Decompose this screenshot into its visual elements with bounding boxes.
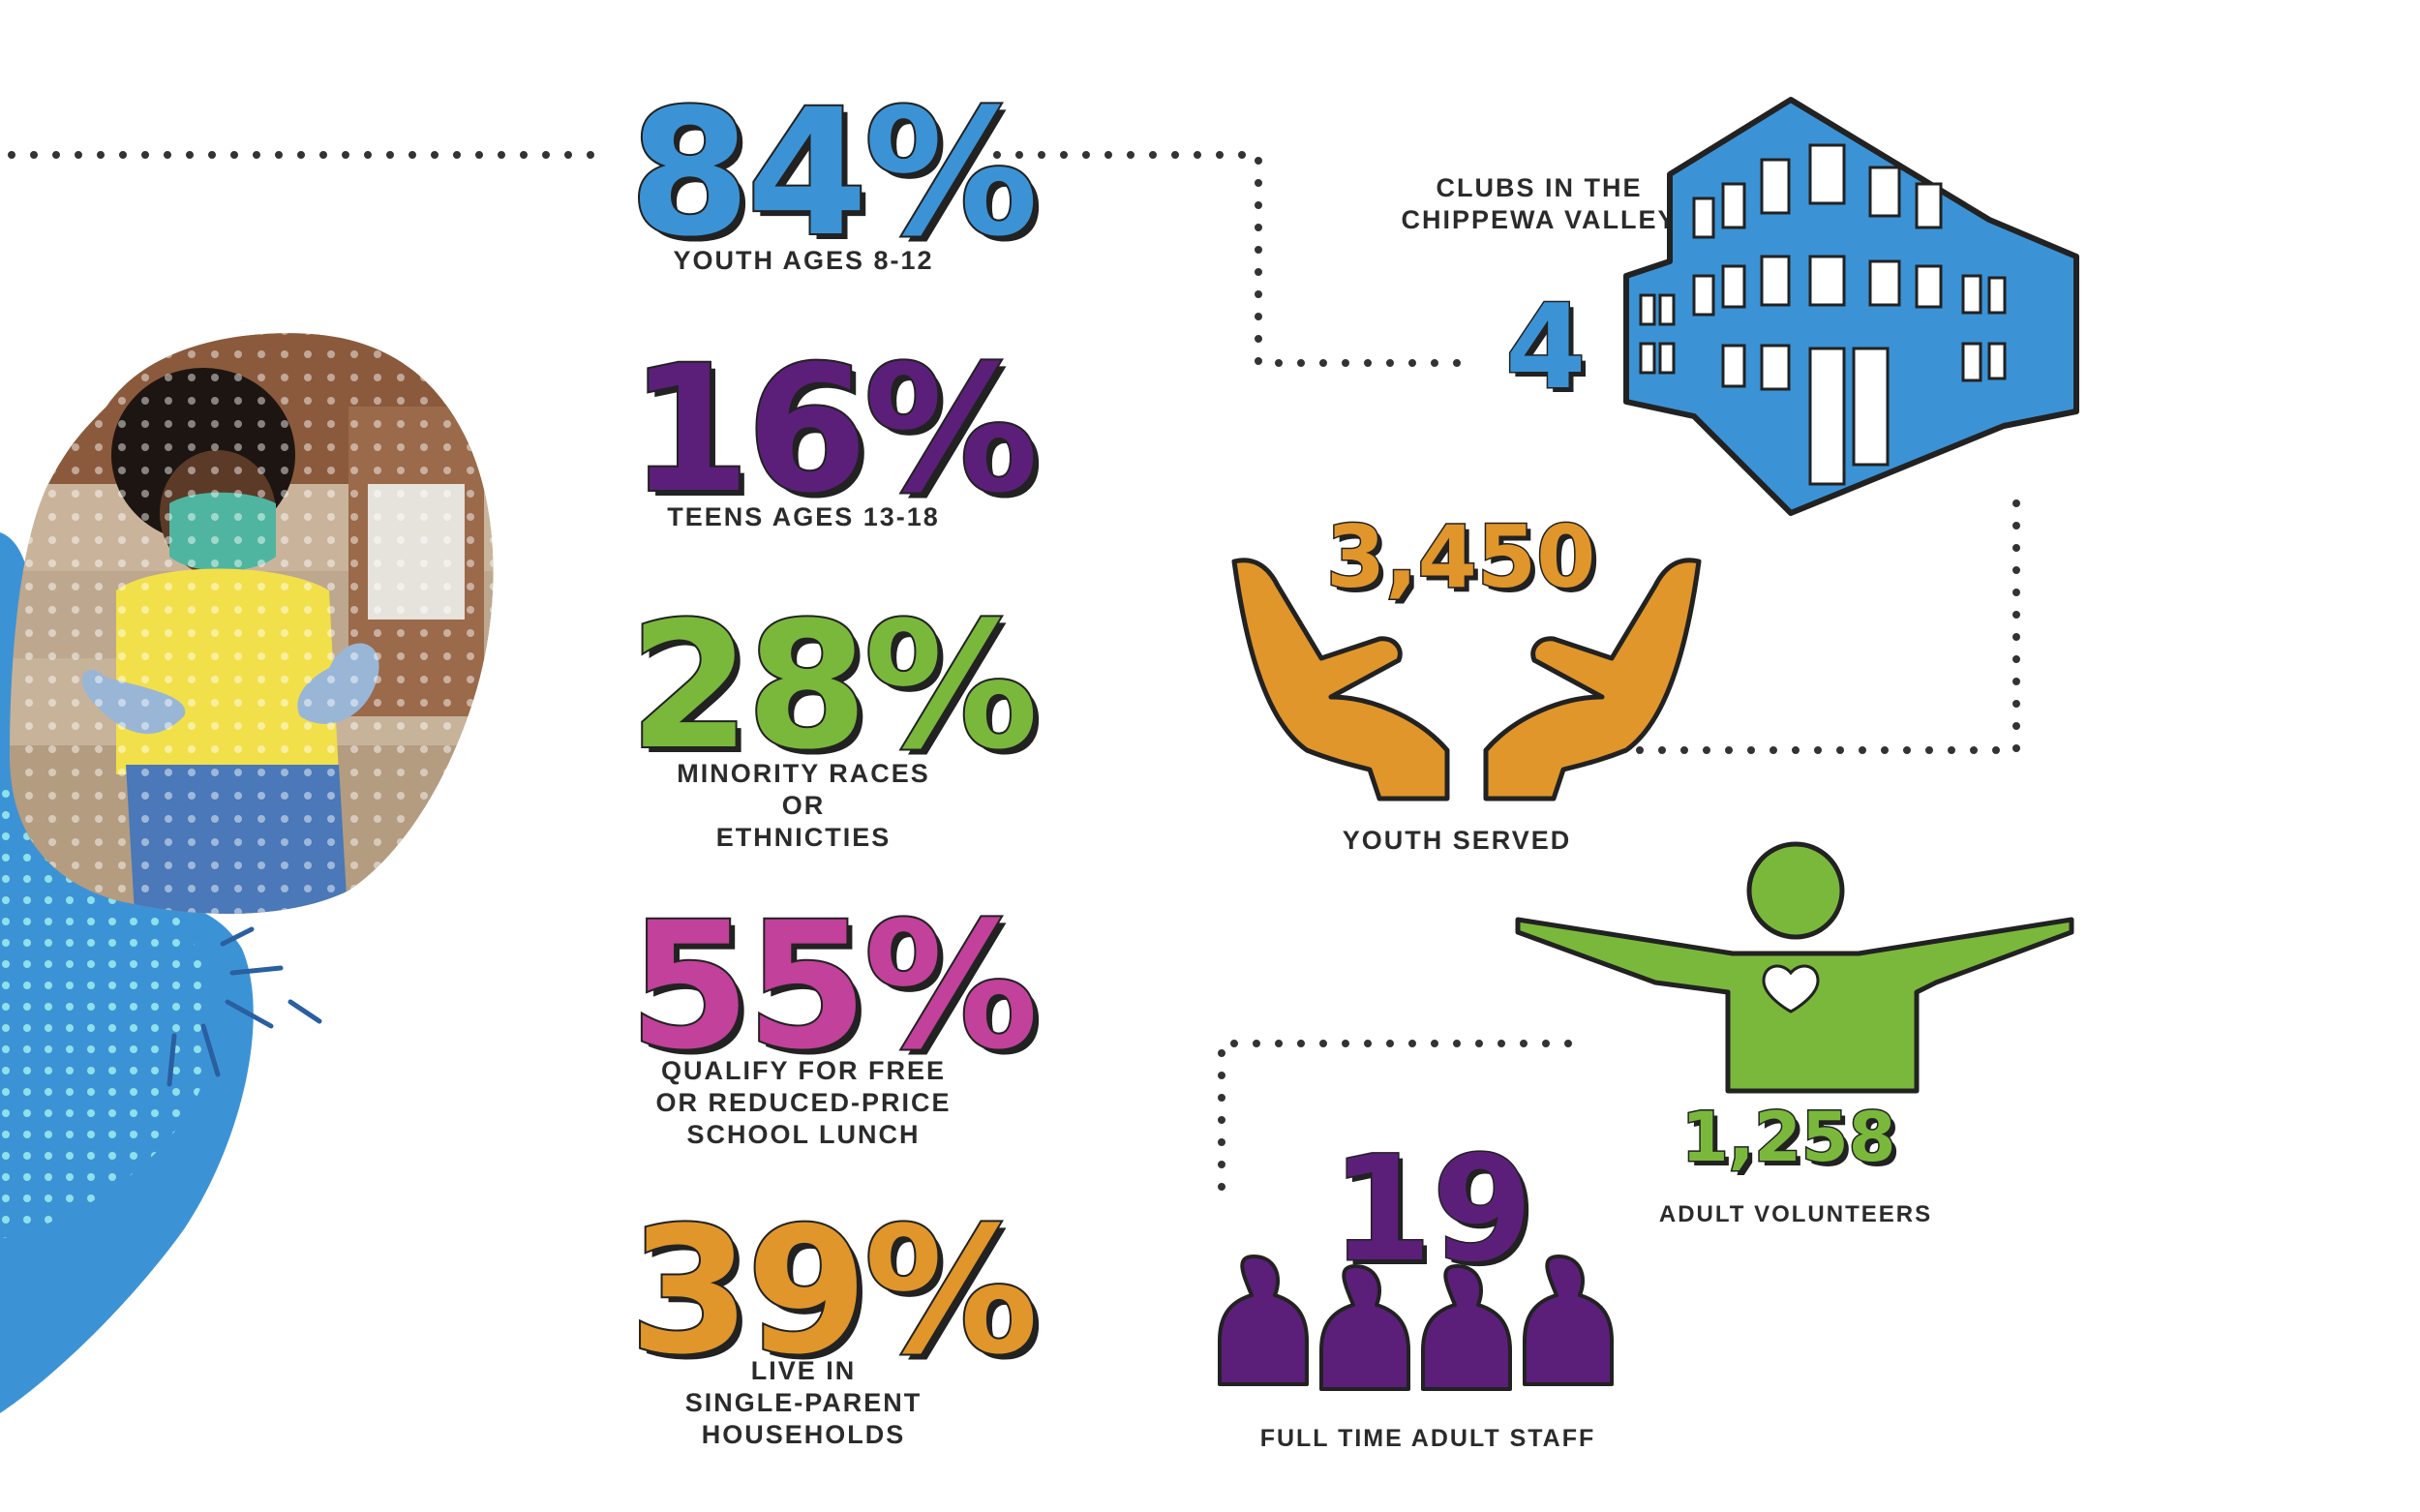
building-icon: [1623, 97, 2079, 516]
staff-value: 19: [1330, 1126, 1535, 1294]
hands-icon: [1231, 558, 1702, 801]
stat-value: 28%: [627, 586, 1041, 788]
stat-label: YOUTH AGES 8-12: [673, 246, 934, 275]
stat-value: 55%: [627, 886, 1041, 1088]
stat-label: MINORITY RACES OR ETHNICTIES: [677, 759, 930, 852]
stat-label: QUALIFY FOR FREE OR REDUCED-PRICE SCHOOL…: [655, 1056, 952, 1149]
person-heart-icon: [1515, 841, 2074, 1094]
staff-label: FULL TIME ADULT STAFF: [1259, 1425, 1596, 1452]
volunteers-label: ADULT VOLUNTEERS: [1658, 1201, 1933, 1227]
clubs-value: 4: [1504, 281, 1588, 415]
stat-value: 84%: [627, 73, 1041, 275]
youth-served-value: 3,450: [1324, 507, 1596, 607]
stat-value: 39%: [627, 1191, 1041, 1393]
stat-label: LIVE IN SINGLE-PARENT HOUSEHOLDS: [684, 1356, 923, 1449]
clubs-label: CLUBS IN THE CHIPPEWA VALLEY: [1401, 173, 1678, 234]
volunteers-value: 1,258: [1679, 1098, 1896, 1177]
people-group-icon: [1218, 1255, 1614, 1391]
youth-served-label: YOUTH SERVED: [1342, 826, 1572, 855]
stat-label: TEENS AGES 13-18: [667, 502, 940, 531]
stat-value: 16%: [627, 329, 1041, 531]
